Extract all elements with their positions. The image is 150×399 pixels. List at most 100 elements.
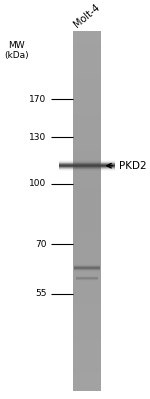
Bar <box>73 319 101 323</box>
Bar <box>73 330 101 334</box>
Bar <box>73 35 101 38</box>
Bar <box>73 107 101 111</box>
Bar <box>73 111 101 114</box>
Bar <box>73 377 101 381</box>
Bar <box>73 255 101 258</box>
Bar <box>73 146 101 150</box>
Bar <box>73 179 101 182</box>
Bar <box>73 63 101 67</box>
Bar <box>73 298 101 301</box>
Bar <box>73 154 101 157</box>
Bar <box>73 96 101 99</box>
Bar <box>73 218 101 222</box>
Bar <box>73 269 101 273</box>
Bar <box>73 207 101 211</box>
Bar <box>73 182 101 186</box>
Bar <box>73 197 101 200</box>
Bar <box>73 373 101 377</box>
Bar <box>73 265 101 269</box>
Bar <box>73 49 101 53</box>
Bar <box>73 118 101 121</box>
Bar <box>73 211 101 215</box>
Bar <box>73 222 101 226</box>
Bar <box>73 204 101 207</box>
Bar <box>73 356 101 359</box>
Text: 130: 130 <box>29 133 46 142</box>
Bar <box>73 164 101 168</box>
Bar <box>73 229 101 233</box>
Bar <box>73 186 101 190</box>
Bar <box>73 74 101 78</box>
Bar <box>73 384 101 388</box>
Bar <box>73 99 101 103</box>
Bar <box>73 370 101 373</box>
Bar <box>73 308 101 312</box>
Bar <box>73 114 101 118</box>
Bar <box>73 38 101 42</box>
Bar <box>73 348 101 352</box>
Bar <box>73 301 101 305</box>
Bar <box>73 78 101 81</box>
Bar <box>73 363 101 366</box>
Bar <box>73 53 101 56</box>
Bar <box>73 273 101 276</box>
Bar <box>73 366 101 370</box>
Bar <box>73 193 101 197</box>
Bar <box>73 143 101 146</box>
Bar <box>73 56 101 60</box>
Bar <box>73 60 101 63</box>
Bar <box>73 345 101 348</box>
Text: PKD2: PKD2 <box>119 161 146 171</box>
Bar <box>73 175 101 179</box>
Bar <box>73 276 101 280</box>
Bar <box>73 287 101 290</box>
Bar <box>73 326 101 330</box>
Bar <box>73 125 101 128</box>
Bar <box>73 359 101 363</box>
Bar <box>73 323 101 326</box>
Bar <box>73 258 101 262</box>
Bar <box>73 92 101 96</box>
Bar <box>73 237 101 240</box>
Bar <box>73 226 101 229</box>
Bar <box>73 31 101 35</box>
Bar <box>73 89 101 92</box>
Bar <box>73 305 101 308</box>
Text: 70: 70 <box>35 240 46 249</box>
Bar <box>73 168 101 172</box>
Bar <box>73 280 101 283</box>
Bar <box>73 251 101 255</box>
Bar <box>73 388 101 391</box>
Bar <box>73 381 101 384</box>
Bar <box>73 121 101 125</box>
Bar <box>73 290 101 294</box>
Bar <box>73 294 101 298</box>
Bar <box>73 334 101 338</box>
Bar <box>73 233 101 237</box>
Bar <box>73 262 101 265</box>
Bar <box>73 244 101 247</box>
Bar <box>73 150 101 154</box>
Bar <box>73 172 101 175</box>
Bar <box>73 190 101 193</box>
Bar <box>73 215 101 218</box>
Bar <box>73 240 101 244</box>
Bar <box>73 67 101 71</box>
Bar <box>73 352 101 356</box>
Bar <box>73 161 101 164</box>
Bar <box>73 81 101 85</box>
Bar <box>73 247 101 251</box>
Bar <box>73 136 101 139</box>
Bar <box>73 200 101 204</box>
Bar <box>73 341 101 345</box>
Text: 100: 100 <box>29 179 46 188</box>
Bar <box>73 71 101 74</box>
Bar <box>73 312 101 316</box>
Bar <box>73 139 101 143</box>
Text: 55: 55 <box>35 289 46 298</box>
Text: MW
(kDa): MW (kDa) <box>4 41 29 60</box>
Bar <box>73 103 101 107</box>
Bar <box>73 132 101 136</box>
Bar <box>73 157 101 161</box>
Bar <box>73 128 101 132</box>
